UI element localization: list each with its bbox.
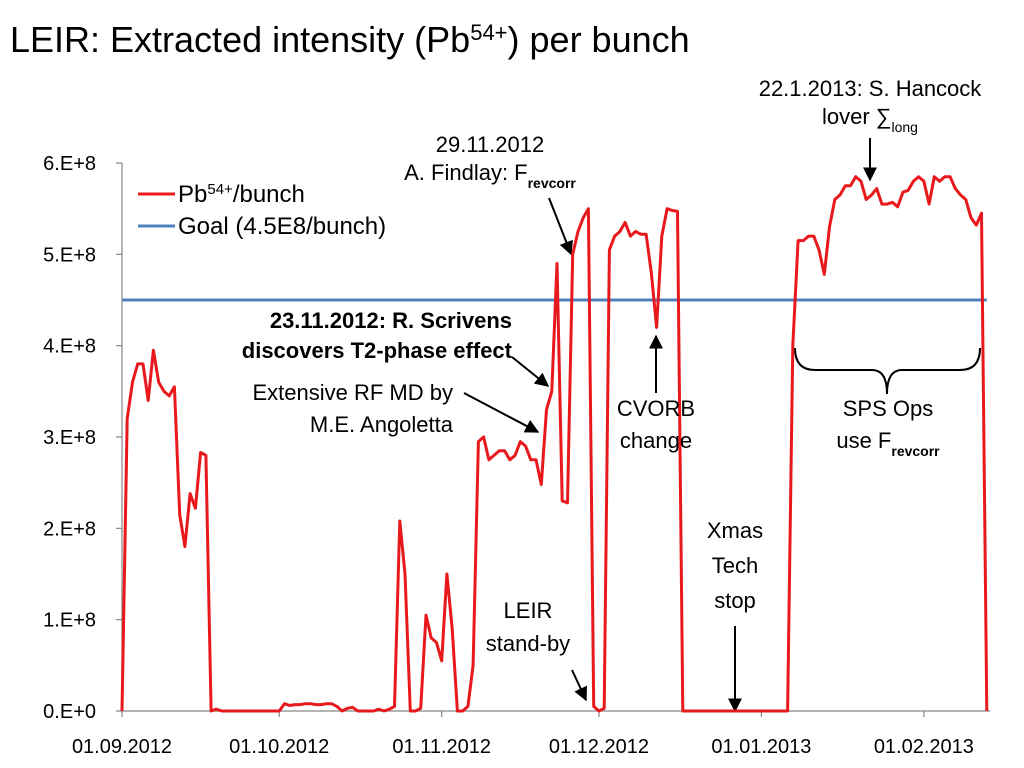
text-segment: 54+ bbox=[470, 20, 507, 45]
y-tick-label: 3.E+8 bbox=[43, 427, 96, 449]
series-line bbox=[120, 175, 989, 713]
text-segment: SPS Ops bbox=[843, 396, 933, 421]
text-segment: revcorr bbox=[528, 175, 577, 191]
text-segment: 54+ bbox=[207, 181, 233, 198]
arrow bbox=[571, 669, 588, 702]
text-segment: /bunch bbox=[233, 181, 305, 208]
text-segment: Pb bbox=[178, 181, 207, 208]
text-segment: Tech bbox=[712, 553, 758, 578]
text-segment: 29.11.2012 bbox=[436, 132, 544, 157]
x-tick-label: 01.12.2012 bbox=[549, 736, 649, 758]
arrow bbox=[548, 197, 573, 256]
text-segment: change bbox=[620, 428, 692, 453]
text-segment: CVORB bbox=[617, 396, 695, 421]
annotation: M.E. Angoletta bbox=[310, 412, 454, 437]
text-segment: 23.11.2012: R. Scrivens bbox=[270, 308, 512, 333]
legend-label: Goal (4.5E8/bunch) bbox=[178, 213, 386, 240]
annotation: lover ∑long bbox=[822, 104, 918, 135]
annotation: 29.11.2012 bbox=[436, 132, 544, 157]
text-segment: stop bbox=[714, 588, 756, 613]
text-segment: revcorr bbox=[891, 443, 940, 459]
y-tick-label: 4.E+8 bbox=[43, 336, 96, 358]
text-segment: discovers T2-phase effect bbox=[242, 338, 513, 363]
text-segment: long bbox=[892, 119, 918, 135]
y-tick-label: 6.E+8 bbox=[43, 153, 96, 175]
y-tick-label: 5.E+8 bbox=[43, 244, 96, 266]
x-tick-label: 01.02.2013 bbox=[874, 736, 974, 758]
annotation: stand-by bbox=[486, 631, 570, 656]
text-segment: Goal (4.5E8/bunch) bbox=[178, 213, 386, 240]
y-tick-label: 1.E+8 bbox=[43, 610, 96, 632]
text-segment: Xmas bbox=[707, 518, 763, 543]
arrows bbox=[463, 138, 981, 713]
text-segment: Extensive RF MD by bbox=[253, 380, 454, 405]
x-tick-label: 01.01.2013 bbox=[711, 736, 811, 758]
text-segment: lover bbox=[822, 104, 876, 129]
brace bbox=[794, 347, 981, 395]
annotation: CVORB bbox=[617, 396, 695, 421]
y-tick-label: 0.E+0 bbox=[43, 701, 96, 723]
annotation: Xmas bbox=[707, 518, 763, 543]
text-segment: 22.1.2013: S. Hancock bbox=[759, 76, 983, 101]
legend-label: Pb54+/bunch bbox=[178, 181, 305, 209]
text-segment: ∑ bbox=[876, 104, 892, 129]
text-segment: LEIR bbox=[504, 598, 553, 623]
chart-title: LEIR: Extracted intensity (Pb54+) per bu… bbox=[10, 19, 690, 60]
annotation: LEIR bbox=[504, 598, 553, 623]
annotation: use Frevcorr bbox=[836, 428, 940, 459]
text-segment: ) per bunch bbox=[508, 19, 690, 60]
text-segment: M.E. Angoletta bbox=[310, 412, 454, 437]
x-tick-label: 01.10.2012 bbox=[229, 736, 329, 758]
annotation: stop bbox=[714, 588, 756, 613]
text-segment: stand-by bbox=[486, 631, 570, 656]
annotation: A. Findlay: Frevcorr bbox=[404, 160, 576, 191]
text-segment: LEIR: Extracted intensity (Pb bbox=[10, 19, 470, 60]
annotation: Extensive RF MD by bbox=[253, 380, 454, 405]
arrow bbox=[463, 392, 540, 433]
annotation: change bbox=[620, 428, 692, 453]
text-segment: A. Findlay: F bbox=[404, 160, 527, 185]
y-tick-label: 2.E+8 bbox=[43, 518, 96, 540]
x-tick-label: 01.09.2012 bbox=[72, 736, 172, 758]
arrow bbox=[511, 356, 550, 387]
annotation: SPS Ops bbox=[843, 396, 933, 421]
text-segment: use F bbox=[836, 428, 891, 453]
annotation: 23.11.2012: R. Scrivens bbox=[270, 308, 512, 333]
annotation: Tech bbox=[712, 553, 758, 578]
annotation: 22.1.2013: S. Hancock bbox=[759, 76, 983, 101]
annotation: discovers T2-phase effect bbox=[242, 338, 513, 363]
x-tick-label: 01.11.2012 bbox=[392, 736, 491, 758]
